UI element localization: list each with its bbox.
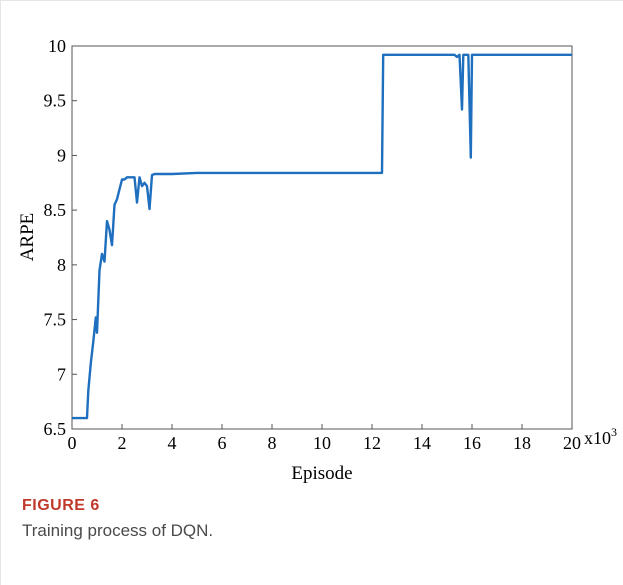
x-tick-label: 2 xyxy=(118,433,127,453)
x-tick-label: 14 xyxy=(413,433,431,453)
figure-label: FIGURE 6 xyxy=(22,497,602,515)
x-tick-label: 0 xyxy=(68,433,77,453)
x-tick-label: 12 xyxy=(363,433,381,453)
x-tick-label: 6 xyxy=(218,433,227,453)
x-tick-label: 10 xyxy=(313,433,331,453)
y-tick-label: 8.5 xyxy=(44,200,67,220)
plot-area-frame xyxy=(72,46,572,429)
series-line xyxy=(72,55,572,418)
x-tick-label: 18 xyxy=(513,433,531,453)
x-tick-label: 8 xyxy=(268,433,277,453)
x-multiplier-base: x10 xyxy=(584,428,611,448)
x-axis-label: Episode xyxy=(291,463,352,484)
y-tick-label: 6.5 xyxy=(44,419,67,439)
x-multiplier-exponent: 3 xyxy=(611,425,617,439)
x-tick-label: 4 xyxy=(168,433,177,453)
x-tick-label: 16 xyxy=(463,433,481,453)
y-tick-label: 7 xyxy=(57,364,66,384)
y-tick-label: 9.5 xyxy=(44,91,67,111)
line-chart: 0 2 4 6 8 10 12 14 16 18 20 6.5 7 7.5 8 8.5 9 9.5 10 Epis… xyxy=(0,0,623,490)
y-tick-label: 9 xyxy=(57,145,66,165)
y-tick-label: 7.5 xyxy=(44,310,67,330)
x-tick-label: 20 xyxy=(563,433,581,453)
x-axis-ticks: 0 2 4 6 8 10 12 14 16 18 20 xyxy=(68,424,582,453)
x-axis-multiplier: x103 xyxy=(584,425,617,448)
y-tick-label: 8 xyxy=(57,255,66,275)
y-axis-label: ARPE xyxy=(17,213,38,262)
y-tick-label: 10 xyxy=(48,36,66,56)
figure-caption: FIGURE 6 Training process of DQN. xyxy=(22,497,602,541)
figure-caption-text: Training process of DQN. xyxy=(22,521,602,541)
